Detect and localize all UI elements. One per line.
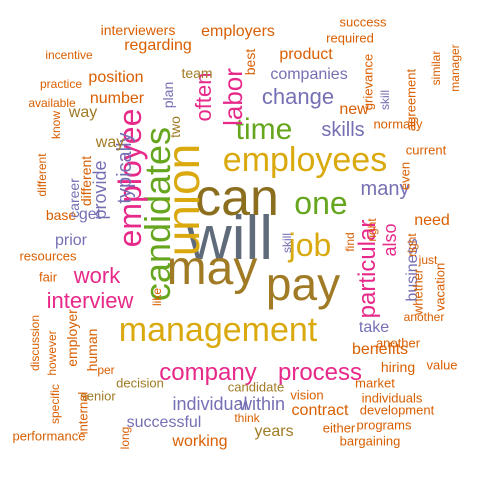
word: bargaining	[339, 433, 401, 449]
word: process	[277, 359, 363, 386]
word: management	[118, 311, 318, 349]
word: right	[365, 218, 379, 242]
word: specific	[48, 383, 62, 425]
word: vision	[290, 387, 324, 403]
word: also	[380, 223, 400, 257]
word: think	[234, 411, 260, 425]
word: however	[45, 330, 59, 376]
word: will	[186, 204, 274, 273]
word: many	[360, 178, 410, 200]
word: right	[405, 233, 419, 257]
word: labor	[218, 68, 248, 126]
word: one	[294, 185, 348, 221]
word: available	[28, 96, 76, 110]
word: way	[68, 104, 98, 121]
word: internal	[75, 391, 91, 435]
word: another	[375, 335, 421, 351]
word: years	[254, 423, 294, 440]
word: fair	[38, 269, 58, 285]
word: work	[73, 263, 121, 288]
word: can	[195, 169, 279, 227]
word: practice	[39, 77, 83, 91]
word: success	[339, 14, 387, 30]
word: prior	[54, 232, 88, 249]
word: companies	[270, 66, 348, 83]
word: normally	[373, 116, 423, 132]
word: decision	[116, 375, 164, 391]
word: individuals	[361, 390, 423, 406]
word: take	[358, 319, 390, 336]
word: pay	[265, 258, 341, 310]
word: need	[414, 212, 450, 229]
word: time	[235, 113, 293, 146]
word: just	[418, 253, 438, 267]
word: know	[49, 110, 63, 140]
word: different	[35, 153, 49, 197]
word: per	[97, 363, 115, 377]
word: incentive	[45, 48, 93, 62]
word: similar	[429, 50, 443, 86]
word: employers	[201, 23, 275, 40]
word: either	[322, 420, 356, 436]
word: plan	[160, 81, 176, 109]
word: way	[95, 134, 125, 151]
word: long	[118, 426, 132, 450]
word: market	[355, 375, 395, 391]
word: programs	[356, 417, 412, 433]
word: current	[405, 142, 447, 158]
word: successful	[126, 414, 202, 431]
word: within	[238, 394, 286, 414]
word: find	[343, 232, 357, 252]
word: best	[242, 48, 258, 76]
word: interviewers	[100, 22, 176, 38]
word: different	[78, 155, 94, 207]
word: another	[403, 310, 445, 324]
word: resources	[19, 248, 77, 264]
word: interview	[46, 288, 134, 313]
word: regarding	[124, 37, 192, 54]
word: get	[78, 206, 102, 223]
word: position	[88, 69, 144, 86]
word: two	[167, 116, 183, 138]
word: senior	[80, 388, 116, 404]
word: employees	[222, 141, 388, 179]
word: contract	[291, 402, 349, 419]
word: performance	[12, 428, 86, 444]
word: company	[159, 359, 257, 386]
word: hiring	[380, 359, 416, 375]
word: team	[181, 65, 213, 81]
word: candidate	[227, 379, 285, 395]
word: base	[45, 207, 77, 223]
word: new	[339, 101, 369, 118]
word: grievance	[360, 53, 376, 111]
word: manager	[448, 44, 462, 92]
word: individual	[172, 394, 248, 414]
word: working	[172, 433, 228, 450]
word: skill	[280, 233, 294, 253]
word: vacation	[432, 262, 448, 312]
word: employer	[64, 309, 80, 367]
word: job	[288, 227, 332, 263]
word: whether	[410, 268, 426, 316]
word: development	[359, 402, 435, 418]
word: discussion	[28, 314, 42, 372]
word: skill	[378, 90, 392, 110]
word: product	[279, 46, 333, 63]
word: value	[426, 357, 458, 373]
word: even	[397, 161, 413, 191]
word: may	[166, 242, 258, 295]
word: skills	[321, 119, 365, 141]
word: number	[89, 90, 145, 107]
word: required	[326, 30, 374, 46]
word: like	[150, 287, 164, 307]
word: benefits	[351, 341, 409, 358]
word: change	[261, 84, 335, 109]
